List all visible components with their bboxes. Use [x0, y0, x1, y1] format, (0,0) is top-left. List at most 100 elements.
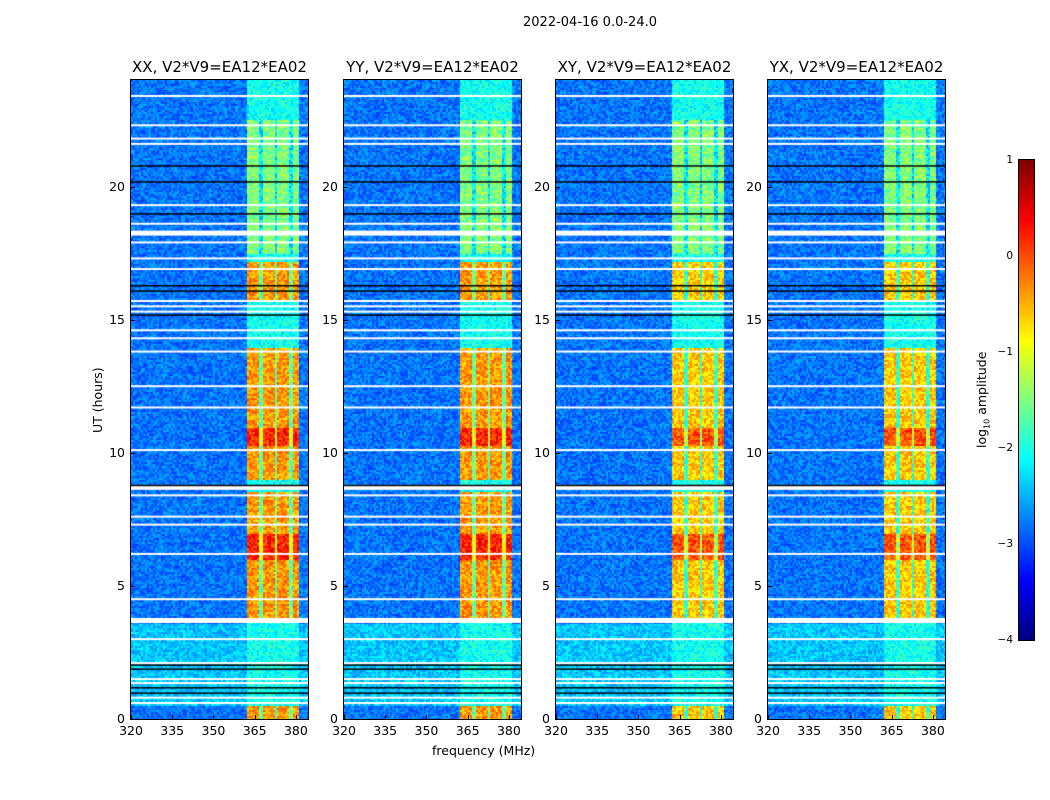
colorbar	[1018, 159, 1035, 641]
x-tick-label: 380	[496, 723, 521, 738]
colorbar-tick-label: 0	[1006, 250, 1013, 262]
y-tick-mark	[768, 319, 772, 321]
colorbar-tick-label: −2	[997, 442, 1013, 454]
y-tick-mark	[344, 719, 348, 720]
x-tick-label: 365	[667, 723, 692, 738]
y-tick-mark	[131, 719, 135, 720]
x-tick-label: 380	[708, 723, 733, 738]
waterfall-panel	[343, 79, 522, 720]
x-tick-label: 335	[585, 723, 610, 738]
x-tick-mark	[809, 715, 811, 719]
x-tick-label: 320	[119, 723, 143, 738]
y-tick-mark	[131, 186, 135, 188]
x-tick-mark	[720, 715, 722, 719]
x-tick-mark	[556, 715, 557, 719]
figure-title: 2022-04-16 0.0-24.0	[523, 15, 657, 30]
x-tick-label: 350	[201, 723, 226, 738]
y-tick-label: 15	[322, 311, 338, 327]
y-tick-mark	[768, 585, 772, 587]
panel-title: YY, V2*V9=EA12*EA02	[346, 58, 519, 76]
panel-title: XX, V2*V9=EA12*EA02	[132, 58, 307, 76]
y-axis-label: UT (hours)	[90, 367, 105, 433]
x-tick-mark	[172, 715, 174, 719]
y-tick-label: 0	[117, 711, 125, 726]
x-tick-mark	[850, 715, 852, 719]
y-tick-label: 15	[534, 311, 550, 327]
x-tick-mark	[254, 715, 256, 719]
y-tick-label: 15	[109, 311, 125, 327]
y-tick-label: 20	[322, 178, 338, 194]
y-tick-label: 10	[109, 444, 125, 460]
y-tick-label: 5	[754, 577, 762, 593]
y-tick-mark	[131, 452, 135, 454]
x-tick-label: 350	[626, 723, 651, 738]
y-tick-label: 0	[330, 711, 338, 726]
panel-title: XY, V2*V9=EA12*EA02	[557, 58, 732, 76]
colorbar-label: log10 amplitude	[974, 351, 992, 448]
x-tick-mark	[213, 715, 215, 719]
x-tick-mark	[344, 715, 345, 719]
panel-title: YX, V2*V9=EA12*EA02	[769, 58, 944, 76]
x-tick-mark	[508, 715, 510, 719]
x-axis-label: frequency (MHz)	[432, 743, 536, 758]
heatmap-image	[131, 80, 308, 719]
x-tick-mark	[638, 715, 640, 719]
x-tick-label: 335	[797, 723, 822, 738]
y-tick-label: 15	[746, 311, 762, 327]
y-tick-mark	[556, 452, 560, 454]
heatmap-image	[344, 80, 521, 719]
x-tick-label: 335	[160, 723, 185, 738]
y-tick-mark	[768, 719, 772, 720]
x-tick-mark	[426, 715, 428, 719]
waterfall-panel	[767, 79, 946, 720]
y-tick-label: 10	[322, 444, 338, 460]
x-tick-mark	[385, 715, 387, 719]
colorbar-tick-label: 1	[1006, 154, 1013, 166]
waterfall-panel	[130, 79, 309, 720]
colorbar-tick-label: −3	[997, 538, 1013, 550]
x-tick-label: 365	[455, 723, 480, 738]
y-tick-mark	[768, 186, 772, 188]
x-tick-label: 350	[414, 723, 439, 738]
y-tick-label: 20	[746, 178, 762, 194]
colorbar-tick-label: −1	[997, 346, 1013, 358]
x-tick-label: 380	[283, 723, 308, 738]
x-tick-label: 365	[879, 723, 904, 738]
y-tick-mark	[556, 585, 560, 587]
x-tick-label: 365	[242, 723, 267, 738]
x-tick-mark	[891, 715, 893, 719]
y-tick-mark	[131, 319, 135, 321]
heatmap-image	[556, 80, 733, 719]
x-tick-label: 320	[332, 723, 356, 738]
y-tick-mark	[344, 585, 348, 587]
x-tick-label: 320	[756, 723, 780, 738]
x-tick-mark	[295, 715, 297, 719]
y-tick-label: 0	[754, 711, 762, 726]
x-tick-label: 350	[838, 723, 863, 738]
y-tick-label: 10	[534, 444, 550, 460]
x-tick-label: 380	[920, 723, 945, 738]
heatmap-image	[768, 80, 945, 719]
y-tick-label: 5	[330, 577, 338, 593]
y-tick-mark	[768, 452, 772, 454]
y-tick-mark	[556, 319, 560, 321]
y-tick-label: 0	[542, 711, 550, 726]
y-tick-label: 5	[117, 577, 125, 593]
x-tick-mark	[131, 715, 132, 719]
y-tick-mark	[556, 719, 560, 720]
x-tick-mark	[768, 715, 769, 719]
x-tick-mark	[467, 715, 469, 719]
y-tick-mark	[344, 186, 348, 188]
y-tick-label: 10	[746, 444, 762, 460]
y-tick-label: 5	[542, 577, 550, 593]
x-tick-mark	[679, 715, 681, 719]
y-tick-mark	[556, 186, 560, 188]
y-tick-label: 20	[534, 178, 550, 194]
x-tick-label: 320	[544, 723, 568, 738]
y-tick-mark	[131, 585, 135, 587]
waterfall-panel	[555, 79, 734, 720]
x-tick-mark	[932, 715, 934, 719]
y-tick-label: 20	[109, 178, 125, 194]
colorbar-tick-label: −4	[997, 634, 1013, 646]
